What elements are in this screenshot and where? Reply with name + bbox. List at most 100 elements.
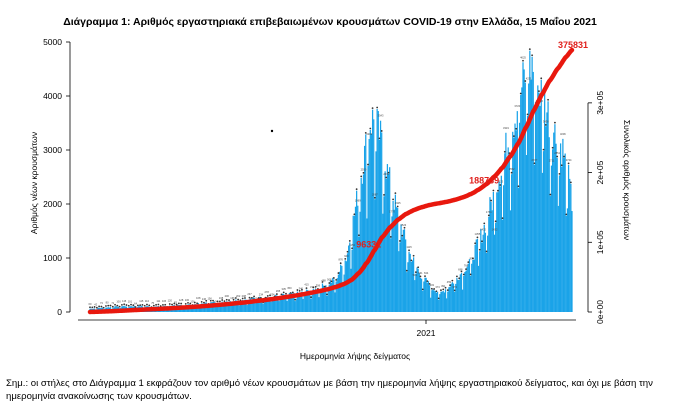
bar — [561, 166, 563, 312]
data-point — [419, 275, 422, 278]
data-label: 60 — [89, 302, 92, 306]
data-point — [184, 302, 187, 305]
data-point — [394, 192, 397, 194]
x-axis-title: Ημερομηνία λήψης δείγματος — [300, 351, 410, 361]
data-label: 894 — [470, 257, 475, 261]
bar — [258, 299, 260, 312]
bar — [342, 285, 344, 312]
data-point — [143, 304, 146, 307]
data-label: 75 — [151, 301, 154, 305]
data-point — [346, 250, 349, 253]
data-point — [449, 284, 451, 287]
bar — [232, 301, 235, 312]
bar — [408, 251, 410, 312]
data-point — [152, 304, 155, 307]
data-point — [344, 257, 347, 260]
data-label: 335 — [282, 287, 287, 291]
data-point — [280, 293, 283, 296]
bar — [286, 300, 288, 312]
data-point — [567, 162, 570, 165]
bar — [356, 190, 358, 312]
data-point — [476, 236, 479, 239]
data-label: 3438 — [543, 119, 549, 123]
data-point — [515, 127, 518, 130]
data-point — [487, 214, 490, 217]
bar — [360, 177, 362, 312]
bar — [270, 301, 272, 312]
x-axis: 2021 — [78, 319, 576, 338]
bar — [283, 293, 285, 312]
bar — [259, 296, 261, 312]
bar — [516, 111, 518, 312]
data-point — [209, 299, 212, 302]
bar — [269, 296, 271, 312]
bar — [451, 282, 453, 312]
bar — [234, 301, 236, 312]
bar — [491, 210, 493, 312]
bar — [287, 297, 289, 312]
bar — [464, 271, 466, 312]
data-point — [91, 306, 94, 309]
bar — [332, 277, 334, 312]
bar — [546, 112, 548, 313]
bar — [569, 178, 571, 312]
data-label: 104 — [213, 299, 218, 303]
bar — [224, 302, 227, 312]
data-point — [107, 304, 110, 307]
bar — [508, 154, 510, 312]
data-point — [237, 298, 240, 301]
data-point — [522, 59, 524, 62]
bar — [343, 274, 345, 312]
bar — [448, 287, 450, 312]
data-point — [312, 286, 315, 289]
y-left-tick-label: 0 — [57, 307, 62, 317]
bar — [474, 244, 476, 312]
bar — [392, 200, 394, 312]
data-point — [528, 48, 531, 51]
data-label: 64 — [134, 302, 137, 306]
bar — [244, 299, 246, 312]
bar — [481, 242, 483, 312]
y-left-tick-label: 4000 — [43, 91, 62, 101]
bar — [488, 216, 490, 312]
data-label: 100 — [116, 300, 121, 304]
bar — [344, 260, 346, 312]
data-label: 3319 — [503, 126, 509, 130]
bar — [477, 265, 480, 312]
data-point — [109, 304, 112, 307]
data-point — [385, 176, 388, 179]
bar — [369, 130, 371, 312]
data-label: 631 — [418, 271, 423, 275]
bar — [250, 298, 252, 312]
data-point — [389, 235, 392, 238]
bar — [567, 164, 570, 312]
bar — [423, 281, 425, 312]
data-point — [248, 296, 251, 299]
data-label: 234 — [270, 292, 275, 296]
bar — [272, 296, 275, 312]
y-left-tick-label: 3000 — [43, 145, 62, 155]
cumulative-annotations: 96331 188739 375831 — [356, 40, 588, 250]
data-label: 508 — [327, 278, 332, 282]
data-point — [125, 304, 128, 306]
bar — [563, 158, 565, 312]
bar — [557, 205, 559, 312]
bar — [570, 183, 572, 312]
data-point — [458, 277, 461, 280]
bar — [248, 299, 251, 312]
bar — [370, 133, 373, 312]
bar — [215, 303, 218, 312]
bar — [246, 305, 248, 312]
data-label: 1432 — [492, 228, 498, 232]
data-point — [437, 297, 440, 300]
data-point — [471, 257, 474, 260]
data-point — [232, 298, 235, 301]
bar — [296, 291, 299, 312]
bar — [219, 302, 221, 312]
bar — [311, 291, 313, 312]
bar — [337, 274, 340, 312]
bar — [253, 297, 255, 312]
data-point — [173, 302, 176, 305]
data-label: 120 — [168, 299, 173, 303]
bar — [515, 130, 517, 312]
